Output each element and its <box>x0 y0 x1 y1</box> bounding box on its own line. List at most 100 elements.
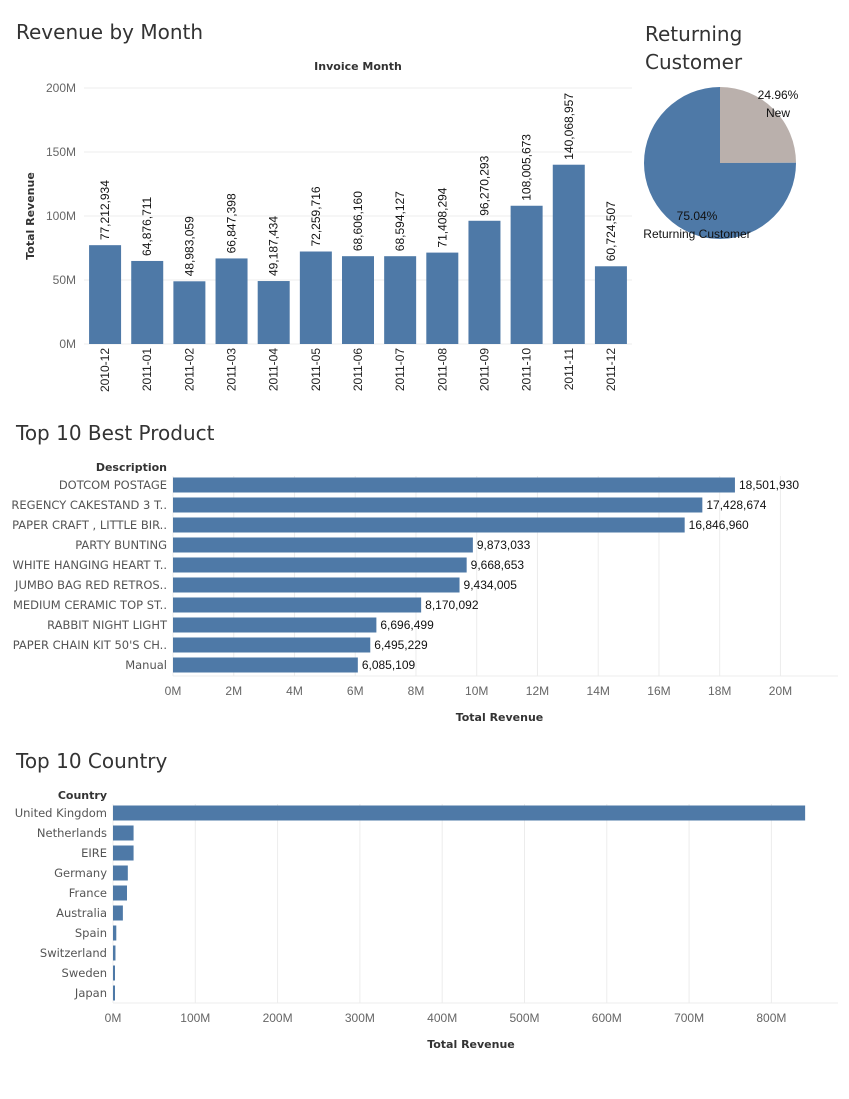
top-products-title: Top 10 Best Product <box>16 421 215 445</box>
data-label: 77,212,934 <box>98 180 112 240</box>
category-label: REGENCY CAKESTAND 3 T.. <box>11 498 167 512</box>
data-label: 71,408,294 <box>435 187 449 247</box>
revenue-by-month-chart: Invoice Month 0M 50M 100M 150M 200M Total Reve… <box>24 60 632 392</box>
data-label: 9,668,653 <box>471 558 525 572</box>
pie-slice-new <box>720 87 796 163</box>
pie-value-label: 75.04% <box>677 209 718 223</box>
x-tick-label: 16M <box>647 684 670 698</box>
data-label: 9,873,033 <box>477 538 531 552</box>
data-label: 140,068,957 <box>562 93 576 160</box>
x-axis-title: Total Revenue <box>427 1038 515 1051</box>
category-label: Australia <box>56 906 107 920</box>
category-label: JUMBO BAG RED RETROS.. <box>14 578 167 592</box>
category-label: Sweden <box>62 966 107 980</box>
category-label: Germany <box>54 866 107 880</box>
category-label: Switzerland <box>40 946 107 960</box>
x-tick-label: 2011-08 <box>435 348 449 391</box>
row-header: Country <box>58 789 107 802</box>
x-tick-label: 2011-11 <box>562 348 576 391</box>
x-axis-title: Total Revenue <box>456 711 544 724</box>
x-tick-label: 2011-04 <box>267 348 281 391</box>
bar-2011-05 <box>299 251 332 344</box>
x-tick-label: 2010-12 <box>98 348 112 392</box>
bar-2011-01 <box>131 260 164 344</box>
data-label: 72,259,716 <box>309 186 323 246</box>
bar-2011-06 <box>342 256 374 344</box>
category-label: PARTY BUNTING <box>75 538 167 552</box>
category-label: PAPER CRAFT , LITTLE BIR.. <box>12 518 167 532</box>
bar-Netherlands <box>113 825 134 841</box>
x-tick-label: 2011-03 <box>225 348 239 391</box>
invoice-month-header: Invoice Month <box>314 60 402 73</box>
pie-value-label: 24.96% <box>758 88 799 102</box>
category-label: PAPER CHAIN KIT 50'S CH.. <box>13 638 167 652</box>
data-label: 49,187,434 <box>267 216 281 276</box>
category-label: Netherlands <box>37 826 107 840</box>
data-label: 64,876,711 <box>140 196 154 255</box>
category-label: WHITE HANGING HEART T.. <box>12 558 167 572</box>
data-label: 17,428,674 <box>706 498 766 512</box>
data-label: 6,696,499 <box>380 618 434 632</box>
row-header: Description <box>96 461 167 474</box>
pie-category-label: New <box>766 106 790 120</box>
x-tick-label: 800M <box>756 1011 786 1025</box>
x-tick-label: 10M <box>465 684 488 698</box>
x-tick-label: 2011-02 <box>182 348 196 391</box>
bar-Switzerland <box>113 945 116 961</box>
bar-DOTCOM POSTAGE <box>173 477 735 493</box>
x-tick-label: 100M <box>180 1011 210 1025</box>
data-label: 8,170,092 <box>425 598 479 612</box>
data-label: 18,501,930 <box>739 478 799 492</box>
data-label: 6,085,109 <box>362 658 416 672</box>
data-label: 68,594,127 <box>393 191 407 251</box>
x-tick-label: 14M <box>587 684 610 698</box>
x-tick-label: 2011-10 <box>520 348 534 391</box>
returning-customer-pie: 24.96% New 75.04% Returning Customer <box>643 87 799 241</box>
x-tick-label: 2M <box>225 684 242 698</box>
bar-WHITE HANGING HEART T.. <box>173 557 467 573</box>
bar-France <box>113 885 127 901</box>
bar-Manual <box>173 657 358 673</box>
y-tick-label: 50M <box>53 273 76 287</box>
y-tick-label: 150M <box>46 145 76 159</box>
category-label: United Kingdom <box>15 806 107 820</box>
bar-JUMBO BAG RED RETROS.. <box>173 577 460 593</box>
top-country-chart: 0M 100M 200M 300M 400M 500M 600M 700M 800M Countr… <box>15 789 838 1051</box>
revenue-by-month-title: Revenue by Month <box>16 20 204 44</box>
y-axis-title: Total Revenue <box>24 172 37 260</box>
x-tick-label: 200M <box>263 1011 293 1025</box>
category-label: Japan <box>74 986 107 1000</box>
x-tick-label: 2011-01 <box>140 348 154 391</box>
y-tick-label: 200M <box>46 81 76 95</box>
bar-2011-02 <box>173 281 206 344</box>
bar-Spain <box>113 925 117 941</box>
category-label: Spain <box>75 926 107 940</box>
data-label: 60,724,507 <box>604 201 618 261</box>
x-tick-label: 2011-07 <box>393 348 407 391</box>
category-label: DOTCOM POSTAGE <box>59 478 167 492</box>
x-tick-label: 2011-09 <box>477 348 491 391</box>
bar-2011-12 <box>594 266 627 344</box>
bar-2010-12 <box>89 245 122 344</box>
bar-2011-07 <box>384 256 417 344</box>
category-label: Manual <box>125 658 167 672</box>
data-label: 66,847,398 <box>225 193 239 253</box>
bar-PAPER CRAFT , LITTLE BIR.. <box>173 517 685 533</box>
bar-Japan <box>113 985 115 1001</box>
bar-United Kingdom <box>113 805 806 821</box>
bar-2011-11 <box>552 164 585 344</box>
x-tick-label: 600M <box>592 1011 622 1025</box>
bar-REGENCY CAKESTAND 3 T.. <box>173 497 703 513</box>
bar-2011-04 <box>257 281 290 344</box>
x-tick-label: 300M <box>345 1011 375 1025</box>
x-tick-label: 20M <box>769 684 792 698</box>
bar-2011-10 <box>510 205 543 344</box>
y-tick-label: 100M <box>46 209 76 223</box>
returning-customer-title: Returning Customer <box>645 22 743 74</box>
x-tick-label: 2011-05 <box>309 348 323 391</box>
data-label: 96,270,293 <box>477 155 491 215</box>
pie-category-label: Returning Customer <box>643 227 750 241</box>
x-tick-label: 2011-06 <box>351 348 365 391</box>
data-label: 48,983,059 <box>182 216 196 276</box>
